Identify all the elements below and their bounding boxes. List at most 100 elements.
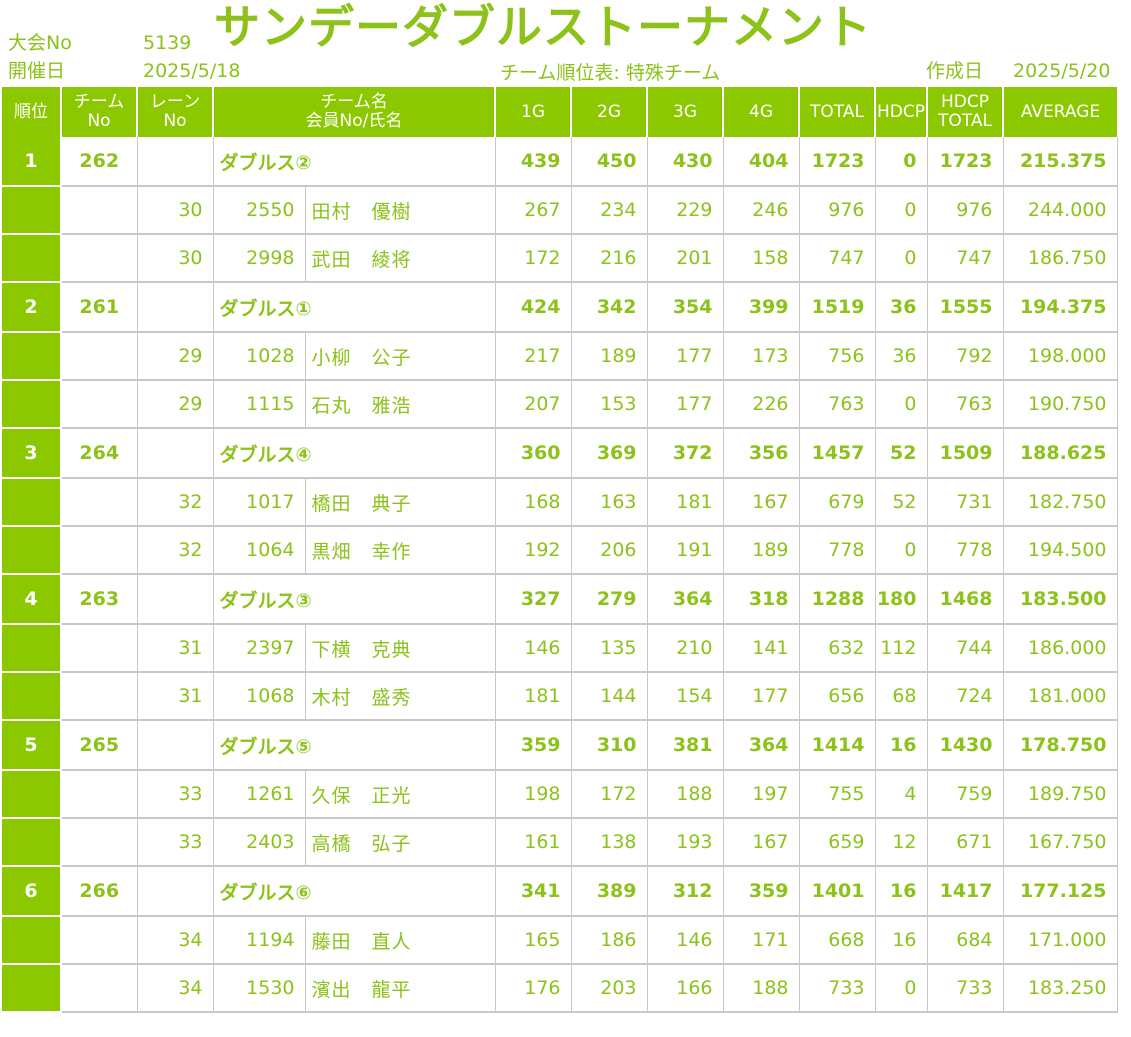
g3-cell: 193 [647, 818, 724, 867]
team-row: 2 261 ダブルス① 424 342 354 399 1519 36 1555 194.375 [2, 282, 1118, 333]
g3-cell: 381 [647, 720, 724, 771]
g2-cell: 206 [571, 526, 648, 575]
hdcp-total-cell: 763 [927, 380, 1004, 429]
rank-cell: 3 [2, 428, 62, 479]
member-name-cell: 石丸 雅浩 [305, 380, 496, 429]
member-row: 30 2550 田村 優樹 267 234 229 246 976 0 976 244.000 [2, 186, 1118, 235]
hdcp-cell: 16 [875, 916, 928, 965]
g2-cell: 189 [571, 332, 648, 381]
g2-cell: 135 [571, 624, 648, 673]
rank-cell [2, 526, 62, 575]
hdcp-cell: 0 [875, 380, 928, 429]
team-row: 5 265 ダブルス⑤ 359 310 381 364 1414 16 1430 178.750 [2, 720, 1118, 771]
hdcp-total-cell: 759 [927, 770, 1004, 819]
team-no-cell: 262 [61, 137, 138, 187]
g2-cell: 310 [571, 720, 648, 771]
hdcp-cell: 12 [875, 818, 928, 867]
team-row: 1 262 ダブルス② 439 450 430 404 1723 0 1723 215.375 [2, 137, 1118, 187]
rank-cell [2, 916, 62, 965]
member-name-cell: 小柳 公子 [305, 332, 496, 381]
member-name-cell: 藤田 直人 [305, 916, 496, 965]
total-cell: 1457 [799, 428, 876, 479]
team-no-cell [61, 624, 138, 673]
average-cell: 189.750 [1003, 770, 1118, 819]
lane-no-cell: 30 [137, 234, 214, 283]
member-row: 31 2397 下横 克典 146 135 210 141 632 112 744 186.000 [2, 624, 1118, 673]
member-row: 32 1017 橋田 典子 168 163 181 167 679 52 731 182.750 [2, 478, 1118, 527]
average-cell: 183.250 [1003, 964, 1118, 1013]
team-no-cell [61, 916, 138, 965]
average-cell: 215.375 [1003, 137, 1118, 187]
member-name-cell: 黒畑 幸作 [305, 526, 496, 575]
rank-cell [2, 818, 62, 867]
average-cell: 182.750 [1003, 478, 1118, 527]
hdcp-total-cell: 684 [927, 916, 1004, 965]
hdcp-total-cell: 778 [927, 526, 1004, 575]
g3-cell: 312 [647, 866, 724, 917]
g2-cell: 369 [571, 428, 648, 479]
col-g2: 2G [570, 87, 647, 137]
member-no-cell: 1261 [213, 770, 306, 819]
hdcp-total-cell: 1509 [927, 428, 1004, 479]
lane-no-cell: 31 [137, 624, 214, 673]
g4-cell: 173 [723, 332, 800, 381]
hdcp-total-cell: 792 [927, 332, 1004, 381]
member-name-cell: 濱出 龍平 [305, 964, 496, 1013]
hdcp-total-cell: 747 [927, 234, 1004, 283]
average-cell: 171.000 [1003, 916, 1118, 965]
lane-no-cell [137, 574, 214, 625]
page-title: サンデーダブルストーナメント [214, 0, 872, 54]
g1-cell: 146 [495, 624, 572, 673]
g1-cell: 207 [495, 380, 572, 429]
rank-cell: 1 [2, 137, 62, 187]
lane-no-cell [137, 720, 214, 771]
g4-cell: 246 [723, 186, 800, 235]
hdcp-total-cell: 724 [927, 672, 1004, 721]
hdcp-cell: 52 [875, 478, 928, 527]
rank-cell [2, 234, 62, 283]
g3-cell: 364 [647, 574, 724, 625]
total-cell: 659 [799, 818, 876, 867]
total-cell: 747 [799, 234, 876, 283]
hdcp-cell: 16 [875, 720, 928, 771]
g1-cell: 217 [495, 332, 572, 381]
team-no-cell [61, 186, 138, 235]
member-no-cell: 1530 [213, 964, 306, 1013]
hdcp-cell: 180 [875, 574, 928, 625]
total-cell: 679 [799, 478, 876, 527]
hdcp-cell: 36 [875, 282, 928, 333]
g3-cell: 166 [647, 964, 724, 1013]
hdcp-cell: 0 [875, 526, 928, 575]
rank-cell [2, 478, 62, 527]
team-no-cell [61, 818, 138, 867]
member-name-cell: 高橋 弘子 [305, 818, 496, 867]
g4-cell: 189 [723, 526, 800, 575]
member-no-cell: 2397 [213, 624, 306, 673]
lane-no-cell: 31 [137, 672, 214, 721]
member-name-cell: 武田 綾将 [305, 234, 496, 283]
g4-cell: 141 [723, 624, 800, 673]
g2-cell: 389 [571, 866, 648, 917]
team-no-cell: 261 [61, 282, 138, 333]
average-cell: 177.125 [1003, 866, 1118, 917]
hdcp-cell: 4 [875, 770, 928, 819]
created-label: 作成日 [926, 60, 984, 82]
team-no-cell: 266 [61, 866, 138, 917]
g3-cell: 229 [647, 186, 724, 235]
g2-cell: 234 [571, 186, 648, 235]
col-team-name: チーム名 会員No/氏名 [212, 87, 495, 137]
member-no-cell: 1068 [213, 672, 306, 721]
col-lane-no: レーン No [136, 87, 213, 137]
hdcp-cell: 0 [875, 964, 928, 1013]
hdcp-cell: 52 [875, 428, 928, 479]
hdcp-total-cell: 671 [927, 818, 1004, 867]
member-row: 31 1068 木村 盛秀 181 144 154 177 656 68 724 181.000 [2, 672, 1118, 721]
member-no-cell: 1064 [213, 526, 306, 575]
rank-cell [2, 770, 62, 819]
team-name-cell: ダブルス① [213, 282, 496, 333]
g1-cell: 161 [495, 818, 572, 867]
lane-no-cell: 29 [137, 332, 214, 381]
lane-no-cell: 33 [137, 770, 214, 819]
hdcp-cell: 0 [875, 137, 928, 187]
total-cell: 1519 [799, 282, 876, 333]
